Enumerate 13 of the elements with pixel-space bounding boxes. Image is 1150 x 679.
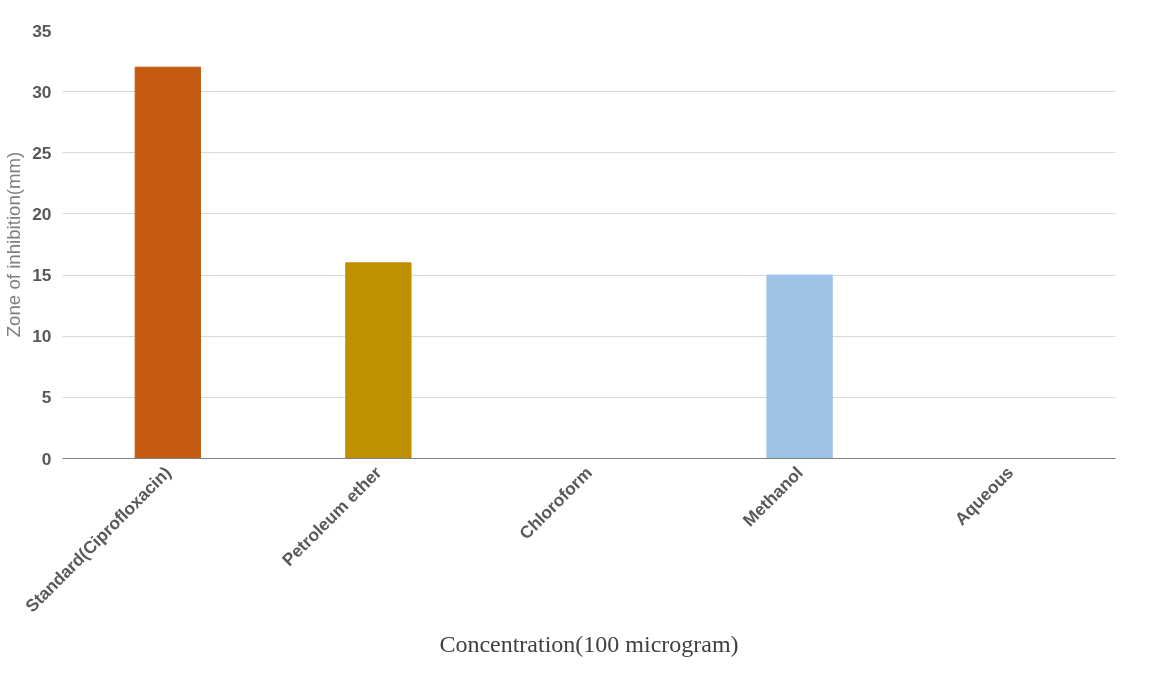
y-tick-label: 10 — [32, 326, 52, 347]
bar — [345, 262, 412, 459]
y-tick-label: 30 — [32, 81, 52, 102]
y-tick-label: 20 — [32, 203, 52, 224]
y-tick-label: 35 — [32, 20, 52, 41]
y-tick-label: 5 — [41, 387, 52, 408]
y-tick-label: 0 — [41, 448, 52, 469]
bar — [134, 66, 201, 459]
x-axis-title: Concentration(100 microgram) — [439, 631, 739, 658]
y-tick-label: 15 — [32, 265, 52, 286]
bar — [766, 274, 833, 459]
y-tick-label: 25 — [32, 142, 52, 163]
y-axis-title: Zone of inhibition(mm) — [3, 151, 25, 338]
